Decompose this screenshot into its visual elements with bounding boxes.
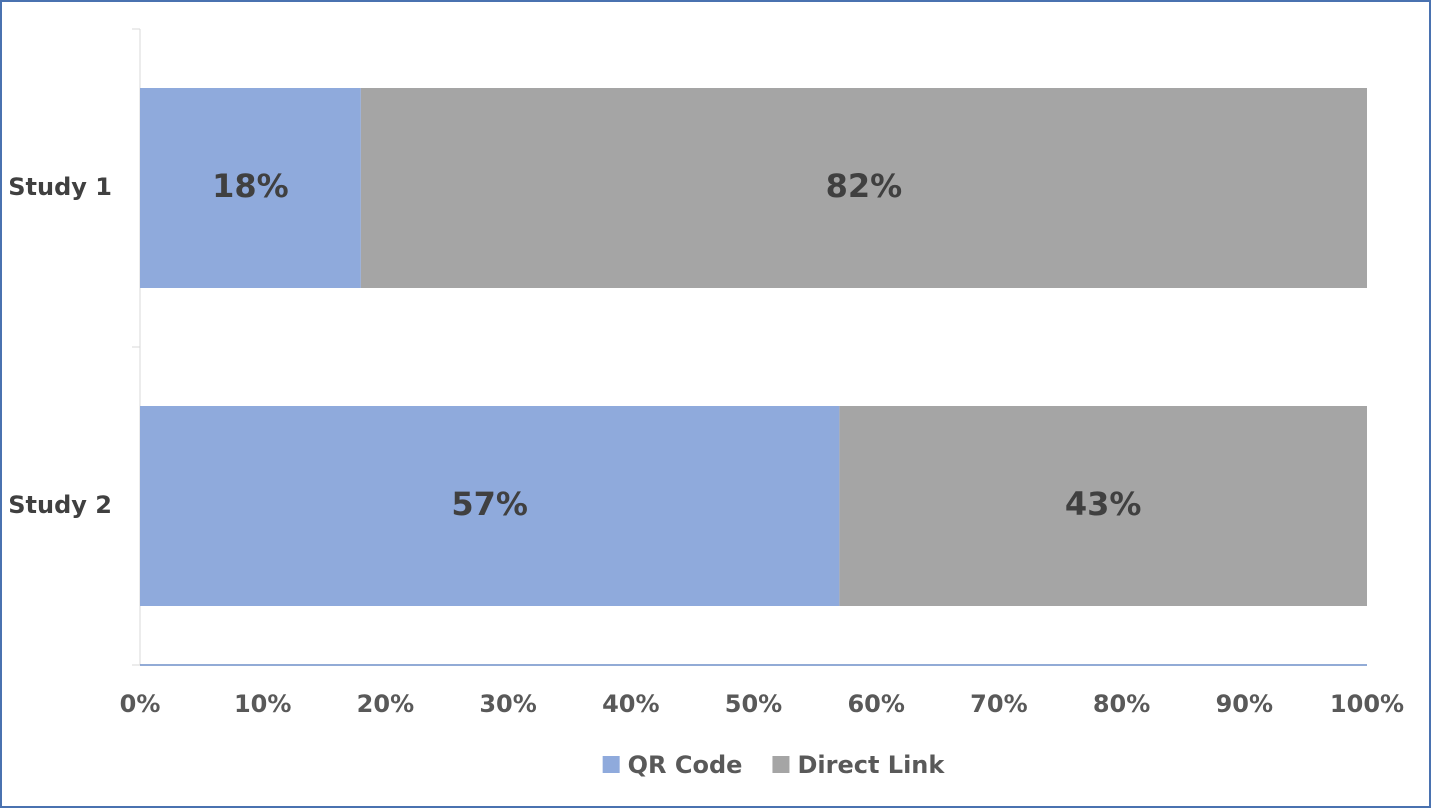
legend-label: Direct Link (797, 751, 945, 779)
x-tick-label: 40% (602, 690, 659, 718)
category-label: Study 1 (8, 173, 112, 201)
x-tick-label: 80% (1093, 690, 1150, 718)
bar-segment (839, 406, 1367, 606)
bar-segment (360, 88, 1367, 288)
x-tick-label: 100% (1330, 690, 1404, 718)
x-tick-label: 30% (479, 690, 536, 718)
value-label: 82% (826, 167, 903, 205)
value-label: 43% (1065, 485, 1142, 523)
bar-segment (140, 406, 840, 606)
legend-swatch (772, 756, 790, 773)
x-tick-label: 0% (120, 690, 161, 718)
value-label: 18% (212, 167, 289, 205)
bar-segment (140, 88, 361, 288)
x-tick-label: 90% (1216, 690, 1273, 718)
x-tick-label: 50% (725, 690, 782, 718)
category-label: Study 2 (8, 491, 112, 519)
x-tick-label: 60% (847, 690, 904, 718)
legend-label: QR Code (628, 751, 743, 779)
x-tick-label: 20% (357, 690, 414, 718)
x-tick-label: 70% (970, 690, 1027, 718)
value-label: 57% (451, 485, 528, 523)
legend-swatch (602, 756, 620, 773)
x-tick-label: 10% (234, 690, 291, 718)
